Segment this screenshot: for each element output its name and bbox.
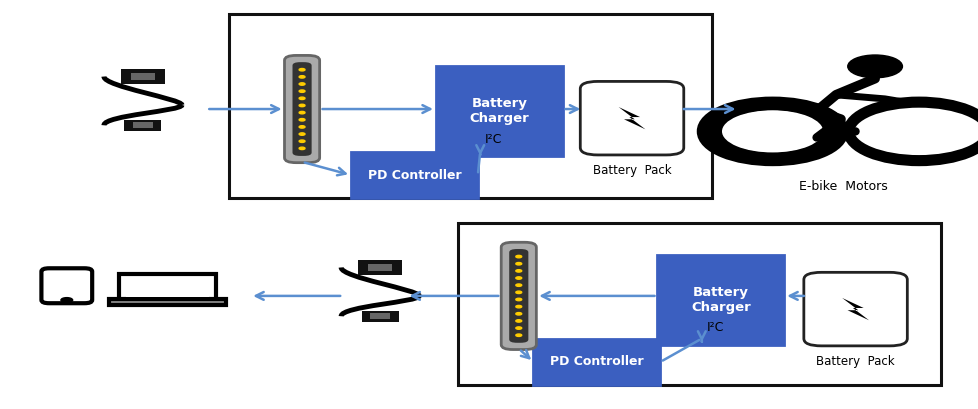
Bar	[229, 13, 711, 198]
Circle shape	[515, 320, 521, 322]
Text: Battery  Pack: Battery Pack	[816, 355, 894, 368]
FancyBboxPatch shape	[509, 249, 528, 343]
Text: Battery
Charger: Battery Charger	[690, 286, 750, 314]
Circle shape	[299, 104, 305, 107]
FancyBboxPatch shape	[350, 152, 477, 198]
Circle shape	[515, 334, 521, 337]
Bar	[50, 273, 83, 297]
Polygon shape	[841, 298, 868, 320]
Circle shape	[299, 147, 305, 150]
Bar	[361, 310, 398, 322]
Text: PD Controller: PD Controller	[367, 169, 461, 182]
FancyBboxPatch shape	[580, 81, 683, 155]
Circle shape	[299, 68, 305, 71]
Circle shape	[299, 76, 305, 78]
FancyBboxPatch shape	[803, 272, 907, 346]
Text: I²C: I²C	[485, 133, 502, 146]
FancyBboxPatch shape	[657, 255, 783, 345]
Bar	[126, 277, 208, 297]
Bar	[121, 70, 164, 84]
Circle shape	[515, 312, 521, 315]
Circle shape	[847, 55, 902, 78]
Bar	[358, 261, 402, 274]
Circle shape	[515, 298, 521, 301]
FancyBboxPatch shape	[285, 55, 319, 163]
Circle shape	[299, 83, 305, 85]
Circle shape	[61, 298, 72, 303]
Circle shape	[299, 90, 305, 92]
Circle shape	[515, 306, 521, 308]
Circle shape	[721, 110, 822, 153]
Bar	[124, 119, 161, 131]
Circle shape	[299, 119, 305, 121]
Circle shape	[515, 277, 521, 279]
Bar	[133, 122, 153, 128]
Text: I²C: I²C	[706, 321, 724, 334]
Bar	[368, 263, 392, 272]
Circle shape	[515, 270, 521, 272]
Text: Battery  Pack: Battery Pack	[592, 164, 671, 177]
Circle shape	[299, 133, 305, 135]
Circle shape	[515, 291, 521, 294]
Circle shape	[515, 263, 521, 265]
Text: E-bike  Motors: E-bike Motors	[798, 180, 886, 193]
Circle shape	[299, 126, 305, 128]
Polygon shape	[618, 107, 645, 129]
Circle shape	[870, 112, 966, 151]
Text: Battery
Charger: Battery Charger	[468, 97, 528, 125]
Circle shape	[701, 102, 842, 161]
Bar	[109, 299, 226, 305]
Circle shape	[515, 327, 521, 329]
FancyBboxPatch shape	[41, 268, 92, 303]
Circle shape	[299, 140, 305, 142]
FancyBboxPatch shape	[501, 242, 536, 350]
FancyBboxPatch shape	[533, 339, 660, 385]
FancyBboxPatch shape	[118, 274, 216, 300]
Circle shape	[515, 255, 521, 258]
Bar	[458, 223, 941, 385]
Circle shape	[724, 112, 820, 151]
Circle shape	[299, 97, 305, 99]
FancyBboxPatch shape	[435, 66, 562, 156]
FancyBboxPatch shape	[292, 62, 311, 156]
Bar	[370, 313, 390, 319]
Bar	[131, 73, 155, 81]
Circle shape	[299, 111, 305, 114]
Text: PD Controller: PD Controller	[550, 355, 644, 369]
Circle shape	[515, 284, 521, 286]
